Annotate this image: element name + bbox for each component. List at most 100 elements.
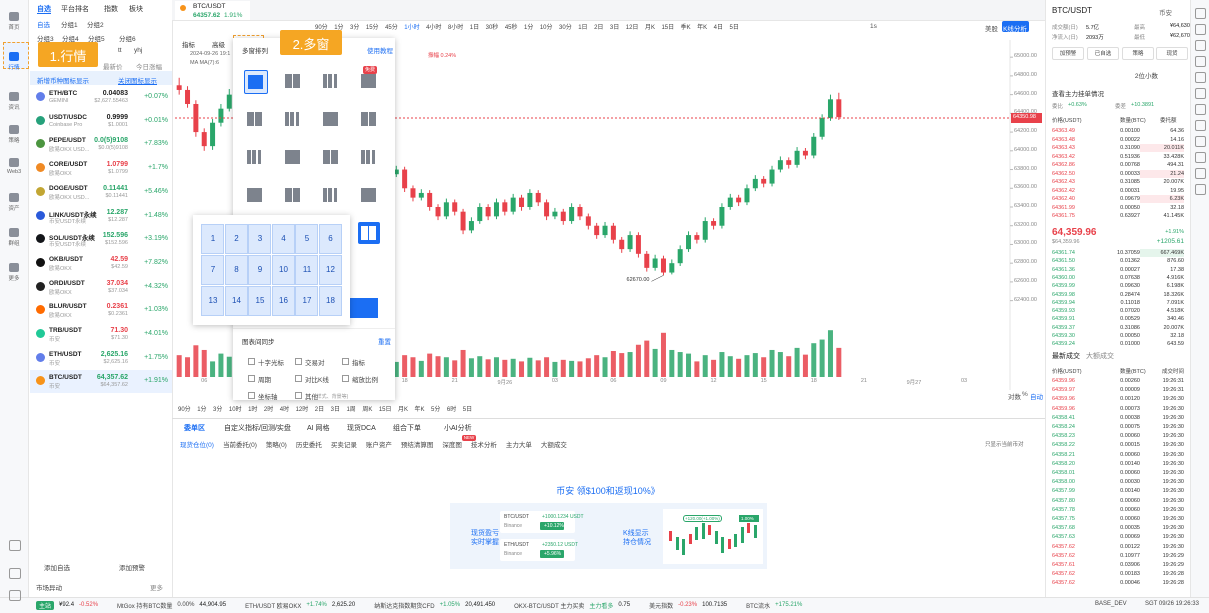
- layout-option[interactable]: [282, 146, 304, 168]
- option-label[interactable]: 其他: [305, 394, 318, 401]
- grid-cell[interactable]: 12: [318, 255, 342, 285]
- layout-option[interactable]: [358, 70, 380, 92]
- rail-icon[interactable]: [1195, 88, 1206, 99]
- interval[interactable]: 5分: [431, 407, 441, 413]
- rail-icon[interactable]: [1195, 136, 1206, 147]
- option-label[interactable]: 指标: [352, 360, 365, 367]
- grid-cell[interactable]: 4: [271, 224, 295, 254]
- checkbox[interactable]: [248, 375, 255, 382]
- pair-name[interactable]: ETH/USDT: [49, 350, 82, 358]
- layout-option[interactable]: [282, 70, 304, 92]
- watchlist-group[interactable]: tt: [118, 47, 122, 54]
- interval[interactable]: 10分: [539, 25, 553, 31]
- panel-tab[interactable]: 自定义指标/回测/实盘: [224, 425, 291, 432]
- panel-tab[interactable]: 现货DCA: [347, 425, 376, 432]
- interval[interactable]: 3分: [213, 407, 223, 413]
- toolbar-item[interactable]: K线分析: [1003, 26, 1027, 33]
- interval[interactable]: 30分: [559, 25, 572, 31]
- interval[interactable]: 4小时: [426, 25, 442, 31]
- interval[interactable]: 2时: [263, 407, 274, 413]
- interval[interactable]: 4日: [713, 25, 724, 31]
- rail-icon[interactable]: [1195, 168, 1206, 179]
- ob-button-label[interactable]: 策略: [1132, 51, 1144, 57]
- panel-tab[interactable]: 组合下单: [393, 425, 421, 432]
- interval[interactable]: 15日: [661, 25, 675, 31]
- interval[interactable]: 6时: [446, 407, 457, 413]
- grid-cell[interactable]: 2: [224, 224, 248, 254]
- nav-label[interactable]: 资讯: [8, 105, 20, 111]
- interval[interactable]: 1时: [248, 407, 258, 413]
- footer-toggle[interactable]: %: [1022, 391, 1028, 398]
- interval[interactable]: 1日: [578, 25, 588, 31]
- subtab[interactable]: 策略(0): [265, 442, 287, 449]
- checkbox[interactable]: [295, 392, 302, 399]
- checkbox[interactable]: [248, 392, 255, 399]
- layout-option[interactable]: [320, 184, 342, 206]
- interval[interactable]: 月K: [398, 407, 409, 413]
- nav-label[interactable]: 首页: [8, 25, 20, 31]
- ob-button[interactable]: [1156, 47, 1188, 60]
- subtab[interactable]: 预结清算图: [400, 442, 434, 449]
- ob-button-label[interactable]: 加预警: [1059, 51, 1077, 57]
- grid-cell[interactable]: 6: [318, 224, 342, 254]
- interval[interactable]: 1分: [524, 25, 534, 31]
- watchlist-group[interactable]: 分组1: [61, 22, 78, 29]
- interval[interactable]: 1周: [346, 407, 356, 413]
- nav-icon[interactable]: [9, 158, 19, 167]
- rail-icon[interactable]: [1195, 56, 1206, 67]
- interval[interactable]: 1分: [334, 25, 344, 31]
- ob-button-label[interactable]: 已自选: [1094, 51, 1112, 57]
- layout-option[interactable]: [320, 108, 342, 130]
- pair-name[interactable]: ETH/BTC: [49, 90, 78, 97]
- chart-tab[interactable]: [175, 1, 250, 20]
- interval[interactable]: 年K: [697, 25, 708, 31]
- toolbar-item[interactable]: 1s: [870, 23, 877, 30]
- toolbar-tool[interactable]: 高级: [212, 42, 225, 49]
- layout-option[interactable]: [244, 70, 268, 94]
- interval[interactable]: 12时: [295, 407, 309, 413]
- subtab[interactable]: 大额成交: [540, 442, 567, 449]
- option-label[interactable]: 对比K线: [305, 377, 329, 384]
- toolbar-item[interactable]: 美股: [985, 26, 998, 33]
- interval[interactable]: 90分: [178, 407, 191, 413]
- subtab[interactable]: 深度图: [442, 442, 462, 449]
- interval[interactable]: 3日: [330, 407, 340, 413]
- trade-tab[interactable]: 大额成交: [1086, 353, 1114, 360]
- interval[interactable]: 5日: [462, 407, 473, 413]
- interval[interactable]: 8小时: [447, 25, 464, 31]
- toolbar-tool[interactable]: 指标: [182, 42, 195, 49]
- rail-icon[interactable]: [1195, 8, 1206, 19]
- rail-icon[interactable]: [1195, 184, 1206, 195]
- subtab[interactable]: 技术分析: [470, 442, 497, 449]
- interval[interactable]: 年K: [414, 407, 425, 413]
- rail-icon[interactable]: [1195, 40, 1206, 51]
- option-label[interactable]: 交易对: [305, 360, 325, 367]
- grid-cell[interactable]: 13: [201, 286, 224, 316]
- ob-button[interactable]: [1122, 47, 1154, 60]
- pair-name[interactable]: SOL/USDT永续: [49, 235, 95, 243]
- option-label[interactable]: 周期: [258, 377, 271, 384]
- interval[interactable]: 15分: [365, 25, 379, 31]
- nav-icon[interactable]: [9, 125, 19, 134]
- watchlist-tab[interactable]: 板块: [129, 6, 143, 13]
- nav-icon[interactable]: [9, 228, 19, 237]
- grid-cell[interactable]: 18: [318, 286, 342, 316]
- footer-toggle[interactable]: 自动: [1030, 394, 1043, 401]
- layout-option[interactable]: [320, 146, 342, 168]
- interval[interactable]: 90分: [315, 25, 328, 31]
- nav-icon[interactable]: [9, 12, 19, 21]
- layout-option[interactable]: [244, 184, 266, 206]
- watchlist-group[interactable]: 分组5: [88, 36, 105, 43]
- pair-name[interactable]: PEPE/USDT: [49, 137, 86, 145]
- pair-name[interactable]: OKB/USDT: [49, 255, 83, 263]
- grid-cell[interactable]: 9: [248, 255, 271, 285]
- interval[interactable]: 1小时: [404, 25, 420, 31]
- pair-name[interactable]: DOGE/USDT: [49, 184, 88, 192]
- nav-label[interactable]: Web3: [6, 169, 22, 175]
- subtab[interactable]: 账户资产: [365, 442, 392, 449]
- interval[interactable]: 1日: [469, 25, 480, 31]
- more-link[interactable]: 更多: [150, 585, 163, 592]
- nav-icon[interactable]: [9, 540, 21, 551]
- layout-option[interactable]: [358, 184, 380, 206]
- layout-option[interactable]: [282, 184, 304, 206]
